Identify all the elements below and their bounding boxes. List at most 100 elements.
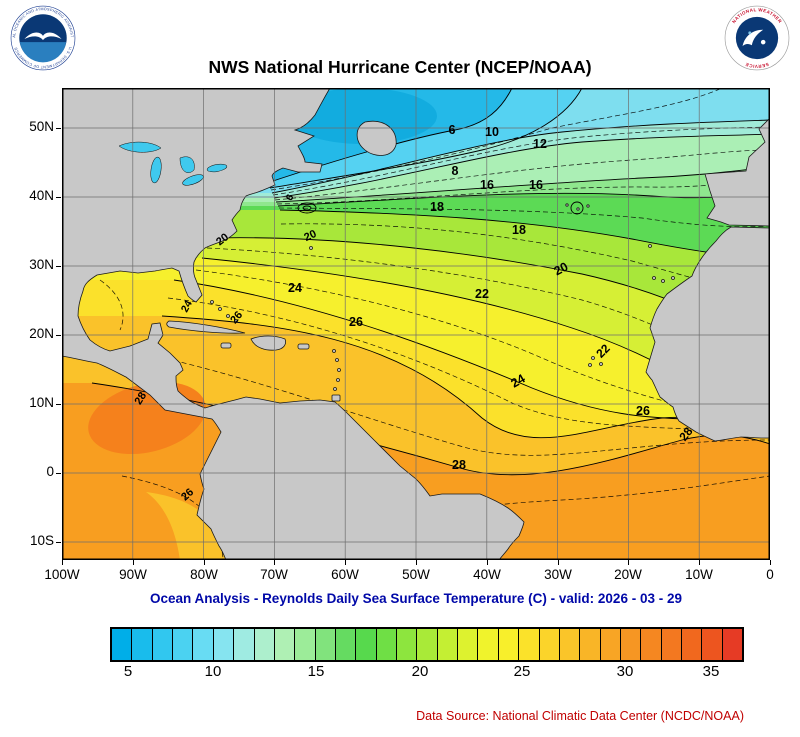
lat-label: 10S	[29, 533, 54, 548]
colorbar-segment	[498, 629, 520, 660]
contour-label: 16	[529, 178, 543, 192]
puerto-rico	[297, 343, 310, 350]
colorbar-segment	[173, 629, 194, 660]
lon-label: 80W	[190, 567, 218, 582]
map-frame	[62, 88, 770, 560]
colorbar-segment	[234, 629, 255, 660]
contour-label: 24	[179, 298, 195, 314]
lon-label: 40W	[473, 567, 501, 582]
colorbar-segment	[437, 629, 459, 660]
colorbar-segment	[702, 629, 723, 660]
lat-label: 40N	[29, 188, 54, 203]
contour-label: 22	[475, 287, 489, 301]
lon-label: 60W	[331, 567, 359, 582]
hispaniola	[250, 335, 286, 351]
contour-label: 18	[512, 223, 526, 237]
contour-label: 20	[552, 260, 571, 279]
nws-map-dot	[760, 39, 766, 45]
colorbar-segment	[478, 629, 499, 660]
lat-label: 50N	[29, 119, 54, 134]
bahamas	[210, 300, 214, 304]
land-masses	[61, 87, 771, 561]
colorbar-segment	[274, 629, 296, 660]
lat-tick	[56, 266, 61, 267]
europe	[704, 117, 771, 227]
lon-tick	[204, 560, 205, 565]
lat-label: 30N	[29, 257, 54, 272]
data-source-note: Data Source: National Climatic Data Cent…	[416, 709, 744, 723]
colorbar-segment	[539, 629, 560, 660]
colorbar-segment	[295, 629, 316, 660]
sst-map-area: 6 10 12 8 16 16 18 18 6 20 20 20 24 22 24 26 26 22 24 28 26 2…	[61, 87, 771, 561]
lon-tick	[133, 560, 134, 565]
colorbar-segment	[213, 629, 235, 660]
lake-huron	[179, 156, 195, 173]
lon-label: 100W	[44, 567, 80, 582]
lat-tick	[56, 197, 61, 198]
lon-tick	[62, 560, 63, 565]
lat-tick	[56, 542, 61, 543]
colorbar-tick-label: 5	[123, 663, 133, 680]
lake-michigan	[150, 156, 162, 184]
africa	[645, 226, 771, 442]
grid-lines	[62, 88, 770, 560]
contour-label: 28	[133, 390, 150, 407]
noaa-logo-sea	[19, 42, 67, 63]
lon-tick	[770, 560, 771, 565]
trinidad	[331, 394, 341, 402]
colorbar-segment	[600, 629, 621, 660]
colorbar-segment	[620, 629, 642, 660]
colorbar-segment	[682, 629, 703, 660]
contour-label: 26	[349, 315, 363, 329]
svg-text:SERVICE: SERVICE	[745, 62, 770, 69]
lon-label: 20W	[614, 567, 642, 582]
nws-logo: NATIONAL WEATHER SERVICE	[724, 5, 790, 71]
colorbar-segment	[356, 629, 377, 660]
colorbar-segment	[254, 629, 275, 660]
contour-label: 6	[284, 192, 297, 202]
lat-label: 10N	[29, 395, 54, 410]
lat-tick	[56, 128, 61, 129]
colorbar-tick-label: 30	[616, 663, 634, 680]
lake-superior	[118, 141, 162, 153]
colorbar-segment	[722, 629, 743, 660]
colorbar-segment	[152, 629, 174, 660]
contour-label: 18	[430, 200, 444, 214]
north-and-south-america	[61, 87, 525, 561]
lon-label: 10W	[685, 567, 713, 582]
nws-map-dot2	[748, 31, 752, 35]
lon-label: 70W	[260, 567, 288, 582]
lon-tick	[558, 560, 559, 565]
page-title: NWS National Hurricane Center (NCEP/NOAA…	[208, 57, 592, 77]
contour-label: 6	[449, 123, 456, 137]
colorbar-tick-label: 20	[411, 663, 429, 680]
lat-tick	[56, 335, 61, 336]
cuba	[166, 320, 246, 334]
colorbar-tick-label: 15	[307, 663, 325, 680]
lon-label: 90W	[119, 567, 147, 582]
contour-label: 26	[636, 404, 650, 418]
jamaica	[220, 342, 232, 349]
colorbar-segment	[417, 629, 438, 660]
lon-label: 0	[766, 567, 774, 582]
contour-label: 24	[508, 371, 527, 390]
colorbar-segment	[376, 629, 398, 660]
contour-label: 28	[452, 458, 466, 472]
colorbar-segment	[112, 629, 133, 660]
colorbar-segment	[315, 629, 336, 660]
newfoundland	[356, 120, 397, 156]
colorbar-segment	[132, 629, 153, 660]
madeira	[648, 244, 652, 248]
colorbar-segment	[458, 629, 479, 660]
lon-tick	[628, 560, 629, 565]
colorbar-segment	[397, 629, 418, 660]
lat-tick	[56, 473, 61, 474]
great-lakes	[118, 141, 228, 186]
lat-label: 20N	[29, 326, 54, 341]
lon-label: 50W	[402, 567, 430, 582]
contour-label: 20	[214, 231, 231, 248]
colorbar	[110, 627, 744, 662]
bermuda	[309, 246, 313, 250]
lat-label: 0	[46, 464, 54, 479]
